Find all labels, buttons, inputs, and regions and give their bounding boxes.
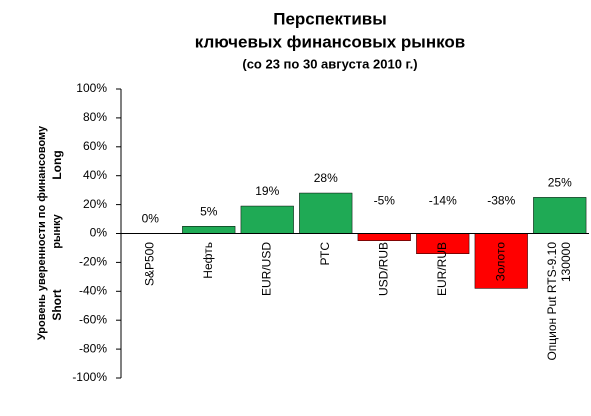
chart-subtitle: ключевых финансовых рынков bbox=[195, 32, 465, 51]
x-tick-label: S&P500 bbox=[142, 242, 156, 286]
y-tick-label: 100% bbox=[76, 81, 107, 95]
bar bbox=[357, 233, 411, 241]
value-label: 25% bbox=[548, 176, 572, 190]
bar bbox=[474, 233, 528, 289]
value-label: -5% bbox=[374, 194, 396, 208]
y-tick-label: -40% bbox=[79, 283, 107, 297]
x-tick-label: Опцион Put RTS-9.10 130000 bbox=[545, 242, 573, 361]
value-label: -14% bbox=[429, 194, 457, 208]
value-label: 19% bbox=[255, 184, 279, 198]
value-label: 28% bbox=[314, 171, 338, 185]
chart-title: Перспективы bbox=[273, 9, 387, 28]
y-tick-label: 0% bbox=[90, 226, 108, 240]
y-tick-label: -80% bbox=[79, 341, 107, 355]
y-tick-label: 20% bbox=[83, 197, 107, 211]
bar bbox=[299, 192, 353, 234]
x-tick-label: Золото bbox=[493, 242, 507, 282]
value-label: -38% bbox=[487, 194, 515, 208]
y-tick-label: -60% bbox=[79, 312, 107, 326]
y-tick-label: 60% bbox=[83, 139, 107, 153]
x-tick-label: РТС bbox=[318, 242, 332, 266]
bar bbox=[182, 226, 236, 234]
x-tick-label: Нефть bbox=[201, 242, 215, 279]
value-label: 0% bbox=[142, 212, 160, 226]
y-axis-label: Уровень уверенности по финансовому рынку bbox=[36, 125, 63, 340]
short-label: Short bbox=[50, 289, 64, 320]
y-tick-label: -20% bbox=[79, 255, 107, 269]
long-label: Long bbox=[50, 150, 64, 179]
bar bbox=[533, 197, 587, 234]
chart-subtitle: (со 23 по 30 августа 2010 г.) bbox=[242, 56, 417, 71]
value-label: 5% bbox=[200, 204, 218, 218]
x-tick-label: EUR/RUB bbox=[435, 242, 449, 296]
bar bbox=[240, 205, 294, 234]
x-tick-label: EUR/USD bbox=[259, 242, 273, 296]
y-tick-label: 80% bbox=[83, 110, 107, 124]
y-tick-label: -100% bbox=[72, 370, 107, 384]
x-tick-label: USD/RUB bbox=[376, 242, 390, 296]
y-tick-label: 40% bbox=[83, 168, 107, 182]
